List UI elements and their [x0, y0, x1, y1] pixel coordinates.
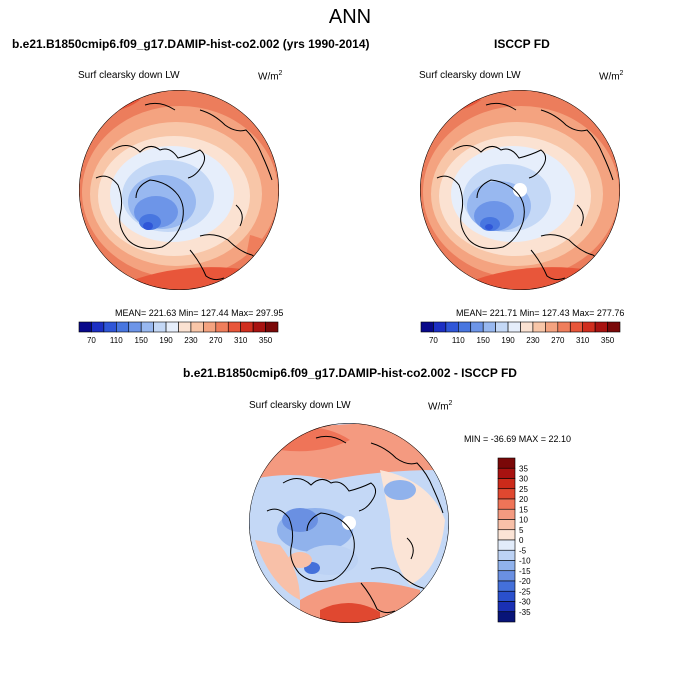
colorbar-panel1-swatch — [203, 321, 217, 333]
colorbar-panel2-tick-label: 150 — [477, 336, 491, 345]
colorbar-panel1-swatch — [178, 321, 192, 333]
colorbar-panel2-swatch — [532, 321, 546, 333]
colorbar-panel1-swatch — [91, 321, 105, 333]
panel1-stats: MEAN= 221.63 Min= 127.44 Max= 297.95 — [115, 308, 284, 318]
colorbar-panel2-tick-label: 110 — [452, 336, 465, 345]
colorbar-panel3-tick-label: 0 — [519, 536, 524, 545]
panel2-header: ISCCP FD — [494, 37, 550, 51]
panel2-units: W/m2 — [599, 70, 624, 83]
colorbar-panel1-swatch — [215, 321, 229, 333]
colorbar-panel3-tick-label: -20 — [519, 577, 531, 586]
colorbar-panel3-swatch — [497, 519, 516, 531]
colorbar-panel2-swatch — [482, 321, 496, 333]
colorbar-panel3-tick-label: -35 — [519, 608, 531, 617]
colorbar-panel3-swatch — [497, 457, 516, 469]
colorbar-panel3-tick-label: -5 — [519, 546, 527, 555]
colorbar-panel2-swatch — [445, 321, 459, 333]
colorbar-panel1-swatch — [190, 321, 204, 333]
colorbar-panel1-swatch — [240, 321, 254, 333]
colorbar-panel1-tick-label: 270 — [209, 336, 223, 345]
colorbar-panel3-swatch — [497, 467, 516, 479]
colorbar-panel3-tick-label: 25 — [519, 485, 528, 494]
map-panel1 — [79, 90, 279, 290]
colorbar-panel3-tick-label: -25 — [519, 587, 531, 596]
colorbar-panel2-tick-label: 70 — [429, 336, 438, 345]
colorbar-panel2-swatch — [520, 321, 534, 333]
colorbar-panel2-tick-label: 270 — [551, 336, 565, 345]
colorbar-panel2-swatch — [607, 321, 621, 333]
colorbar-panel2-tick-label: 310 — [576, 336, 590, 345]
colorbar-panel1-swatch — [252, 321, 266, 333]
colorbar-panel3-tick-label: -30 — [519, 598, 531, 607]
colorbar-panel3-swatch — [497, 488, 516, 500]
colorbar-panel3-tick-label: 20 — [519, 495, 528, 504]
colorbar-panel3-swatch — [497, 478, 516, 490]
colorbar-panel1: 70 110 150 190 230 270 310 350 — [78, 321, 279, 345]
colorbar-panel3-tick-label: 10 — [519, 516, 528, 525]
colorbar-panel2-swatch — [433, 321, 447, 333]
colorbar-panel2-swatch — [569, 321, 583, 333]
panel2-stats: MEAN= 221.71 Min= 127.43 Max= 277.76 — [456, 308, 625, 318]
colorbar-panel1-tick-label: 350 — [259, 336, 273, 345]
colorbar-panel1-tick-label: 110 — [110, 336, 123, 345]
colorbar-panel2-swatch — [582, 321, 596, 333]
colorbar-panel3-tick-label: 15 — [519, 505, 528, 514]
colorbar-panel3-swatch — [497, 601, 516, 613]
colorbar-panel1-swatch — [265, 321, 279, 333]
colorbar-panel3-swatch — [497, 508, 516, 520]
colorbar-panel1-swatch — [103, 321, 117, 333]
panel1-variable-label: Surf clearsky down LW — [78, 70, 180, 81]
colorbar-panel1-swatch — [140, 321, 154, 333]
colorbar-panel3-swatch — [497, 611, 516, 623]
panel3-units: W/m2 — [428, 400, 453, 413]
colorbar-panel2-swatch — [594, 321, 608, 333]
colorbar-panel1-swatch — [116, 321, 130, 333]
colorbar-panel3-tick-label: 5 — [519, 526, 524, 535]
colorbar-panel2-tick-label: 190 — [501, 336, 515, 345]
panel3-stats: MIN = -36.69 MAX = 22.10 — [464, 434, 572, 444]
panel1-units: W/m2 — [258, 70, 283, 83]
colorbar-panel1-swatch — [227, 321, 241, 333]
panel3-variable-label: Surf clearsky down LW — [249, 400, 351, 411]
colorbar-panel3-swatch — [497, 590, 516, 602]
panel2-variable-label: Surf clearsky down LW — [419, 70, 521, 81]
colorbar-panel3-tick-label: -15 — [519, 567, 531, 576]
colorbar-panel1-tick-label: 190 — [159, 336, 173, 345]
colorbar-panel1-swatch — [78, 321, 92, 333]
colorbar-panel2-swatch — [545, 321, 559, 333]
colorbar-panel1-tick-label: 70 — [87, 336, 96, 345]
colorbar-panel2-swatch — [557, 321, 571, 333]
panel3-header: b.e21.B1850cmip6.f09_g17.DAMIP-hist-co2.… — [183, 366, 517, 380]
colorbar-panel3-swatch — [497, 570, 516, 582]
colorbar-panel2-swatch — [458, 321, 472, 333]
colorbar-panel3-swatch — [497, 580, 516, 592]
colorbar-panel1-swatch — [128, 321, 142, 333]
colorbar-panel3-tick-label: 35 — [519, 464, 528, 473]
colorbar-panel2-tick-label: 350 — [601, 336, 615, 345]
colorbar-panel3-swatch — [497, 498, 516, 510]
colorbar-panel2-swatch — [470, 321, 484, 333]
colorbar-panel3-swatch — [497, 539, 516, 551]
panel1-header: b.e21.B1850cmip6.f09_g17.DAMIP-hist-co2.… — [12, 37, 370, 51]
map-panel3 — [249, 423, 449, 623]
colorbar-panel1-swatch — [165, 321, 179, 333]
colorbar-panel2-swatch — [507, 321, 521, 333]
colorbar-panel3-swatch — [497, 549, 516, 561]
colorbar-panel3-tick-label: -10 — [519, 557, 531, 566]
colorbar-panel3-swatch — [497, 529, 516, 541]
colorbar-panel1-tick-label: 230 — [184, 336, 198, 345]
colorbar-panel1-tick-label: 310 — [234, 336, 248, 345]
colorbar-panel1-tick-label: 150 — [135, 336, 149, 345]
colorbar-panel3-swatch — [497, 560, 516, 572]
colorbar-panel2-swatch — [420, 321, 434, 333]
colorbar-panel1-swatch — [153, 321, 167, 333]
map-panel2 — [420, 90, 620, 290]
main-title: ANN — [328, 6, 372, 28]
colorbar-panel2-tick-label: 230 — [526, 336, 540, 345]
colorbar-panel3-tick-label: 30 — [519, 475, 528, 484]
colorbar-panel2-swatch — [495, 321, 509, 333]
colorbar-panel2: 70 110 150 190 230 270 310 350 — [420, 321, 621, 345]
